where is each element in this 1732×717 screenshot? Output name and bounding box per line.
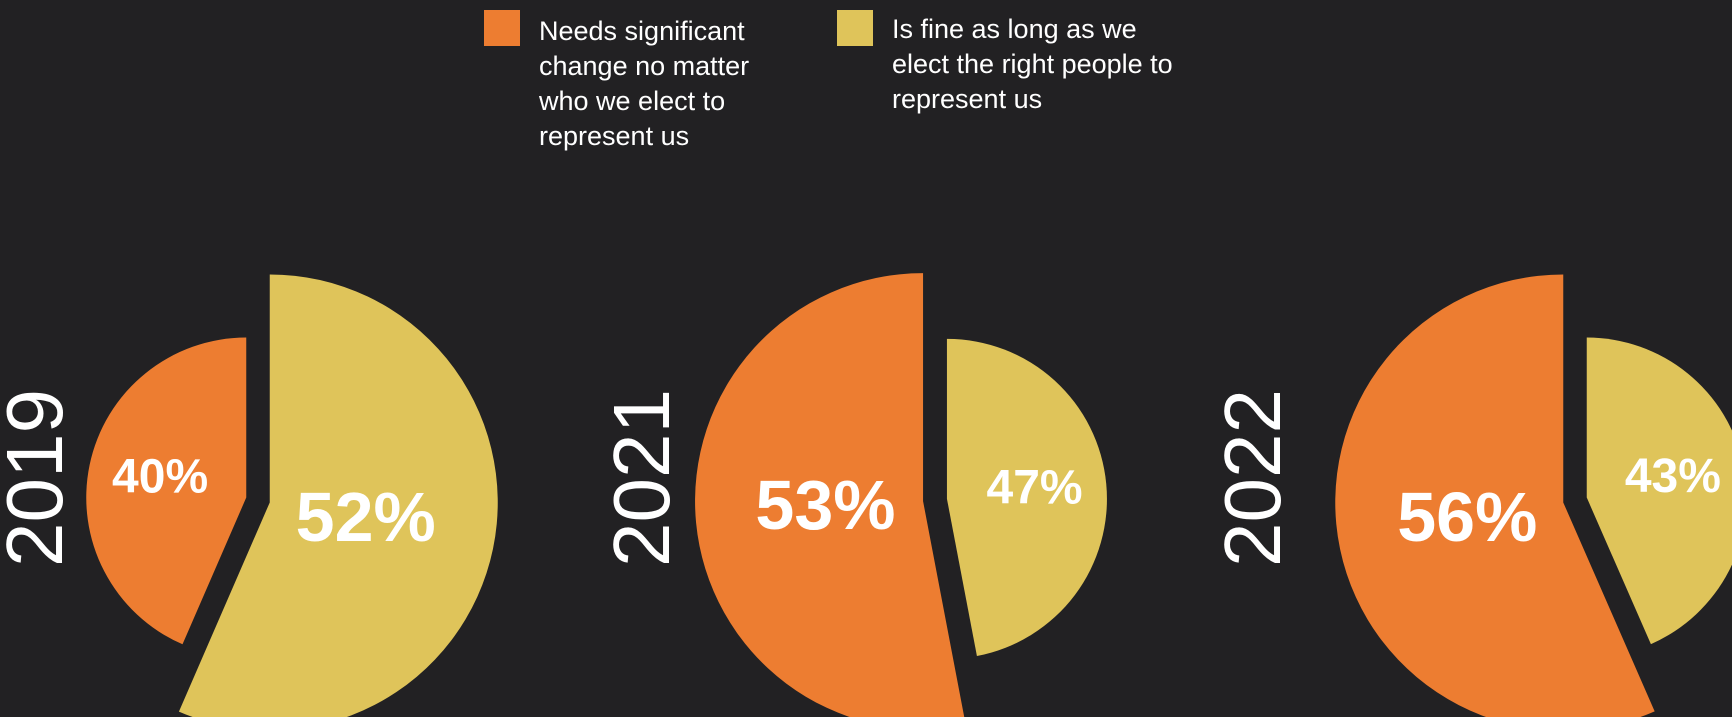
year-label-2022: 2022 [1208,389,1297,567]
pie-chart-2021: 2021 53% 47% [597,273,1107,717]
year-label-2021: 2021 [597,389,686,567]
pie-chart-2022: 2022 56% 43% [1208,274,1732,717]
pct-label-2022-needs-change: 56% [1397,478,1537,556]
pct-label-2022-is-fine: 43% [1625,450,1721,503]
legend-swatch-orange [484,10,520,46]
pie-chart-2019: 2019 40% 52% [0,274,498,717]
pie-slice-2022-needs-change [1335,274,1655,717]
legend-label-needs-change: Needs significant change no matter who w… [539,16,750,151]
legend-label-is-fine: Is fine as long as we elect the right pe… [892,14,1173,114]
year-label-2019: 2019 [0,389,79,567]
pct-label-2021-is-fine: 47% [987,461,1083,514]
pie-slice-2019-is-fine [178,274,498,717]
pct-label-2021-needs-change: 53% [755,466,895,544]
legend-swatch-yellow [837,10,873,46]
pct-label-2019-is-fine: 52% [296,478,436,556]
pie-slice-2021-is-fine [946,338,1107,657]
pie-slice-2022-is-fine [1586,337,1732,645]
pie-slice-2019-needs-change [86,337,247,645]
pie-slice-2021-needs-change [695,273,965,717]
pct-label-2019-needs-change: 40% [112,450,208,503]
